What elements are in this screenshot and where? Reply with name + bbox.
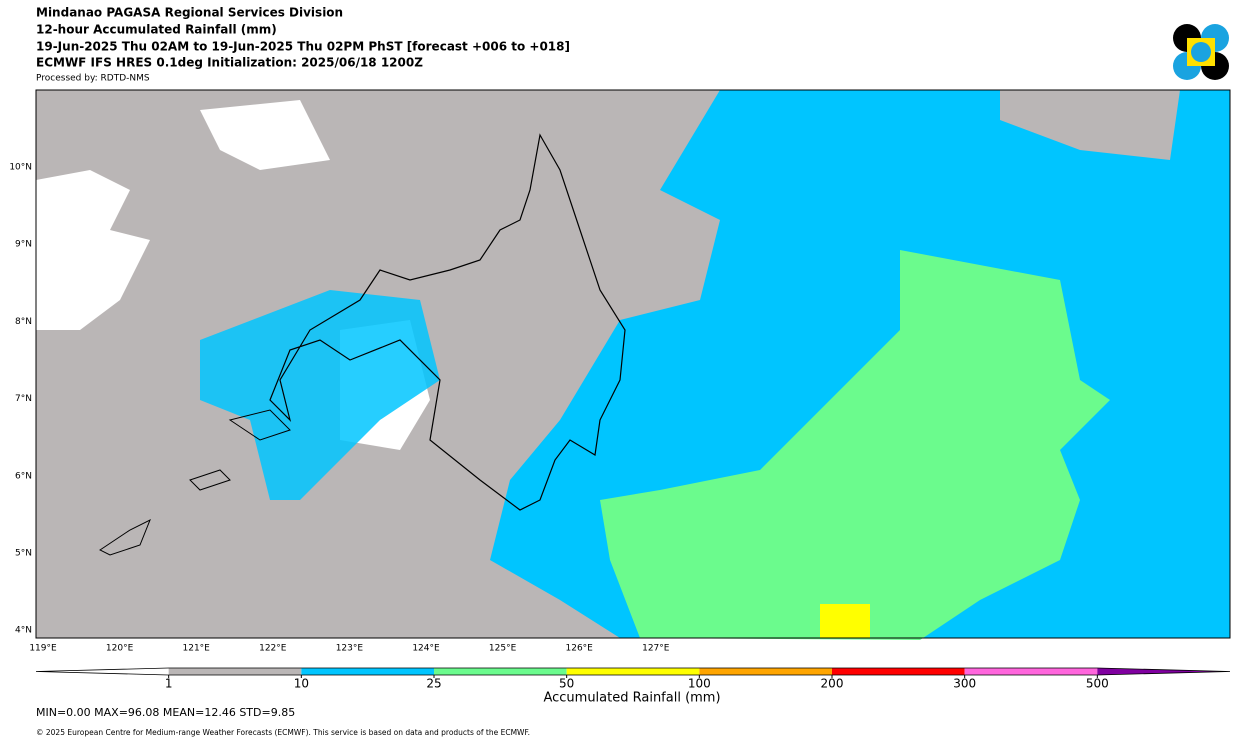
subtitle: ECMWF IFS HRES 0.1deg Initialization: 20… <box>36 56 423 70</box>
colorbar-segment <box>168 668 302 675</box>
lat-label: 4°N <box>15 626 32 636</box>
colorbar-title: Accumulated Rainfall (mm) <box>543 691 720 706</box>
colorbar-segment <box>832 668 965 675</box>
colorbar-segment <box>1097 668 1230 675</box>
processed: Processed by: RDTD-NMS <box>36 74 150 84</box>
lon-label: 122°E <box>259 644 287 654</box>
lon-label: 121°E <box>183 644 211 654</box>
lon-label: 126°E <box>566 644 594 654</box>
footer: © 2025 European Centre for Medium-range … <box>36 728 530 737</box>
colorbar-label: 100 <box>688 677 711 691</box>
lon-label: 124°E <box>412 644 440 654</box>
colorbar-label: 1 <box>165 677 173 691</box>
colorbar-label: 10 <box>294 677 309 691</box>
lon-label: 119°E <box>29 644 57 654</box>
map <box>35 89 1231 640</box>
lat-label: 8°N <box>15 317 32 327</box>
lat-label: 9°N <box>15 240 32 250</box>
lon-label: 125°E <box>489 644 517 654</box>
colorbar-label: 300 <box>953 677 976 691</box>
lon-label: 120°E <box>106 644 134 654</box>
colorbar-label: 200 <box>821 677 844 691</box>
lon-label: 123°E <box>336 644 364 654</box>
lat-label: 6°N <box>15 471 32 481</box>
colorbar-segment <box>566 668 700 675</box>
colorbar-label: 500 <box>1086 677 1109 691</box>
logo <box>1173 24 1229 80</box>
colorbar-segment <box>301 668 434 675</box>
lat-label: 10°N <box>9 163 32 173</box>
lat-label: 7°N <box>15 394 32 404</box>
colorbar-segment <box>964 668 1098 675</box>
colorbar-segment <box>36 668 169 675</box>
lat-label: 5°N <box>15 549 32 559</box>
colorbar-segment <box>699 668 832 675</box>
colorbar-segment <box>434 668 567 675</box>
stats: MIN=0.00 MAX=96.08 MEAN=12.46 STD=9.85 <box>36 706 295 719</box>
lon-label: 127°E <box>642 644 670 654</box>
subtitle: 19-Jun-2025 Thu 02AM to 19-Jun-2025 Thu … <box>36 40 570 54</box>
colorbar-label: 25 <box>426 677 441 691</box>
title: Mindanao PAGASA Regional Services Divisi… <box>36 6 343 20</box>
colorbar-label: 50 <box>559 677 574 691</box>
title: 12-hour Accumulated Rainfall (mm) <box>36 23 277 37</box>
